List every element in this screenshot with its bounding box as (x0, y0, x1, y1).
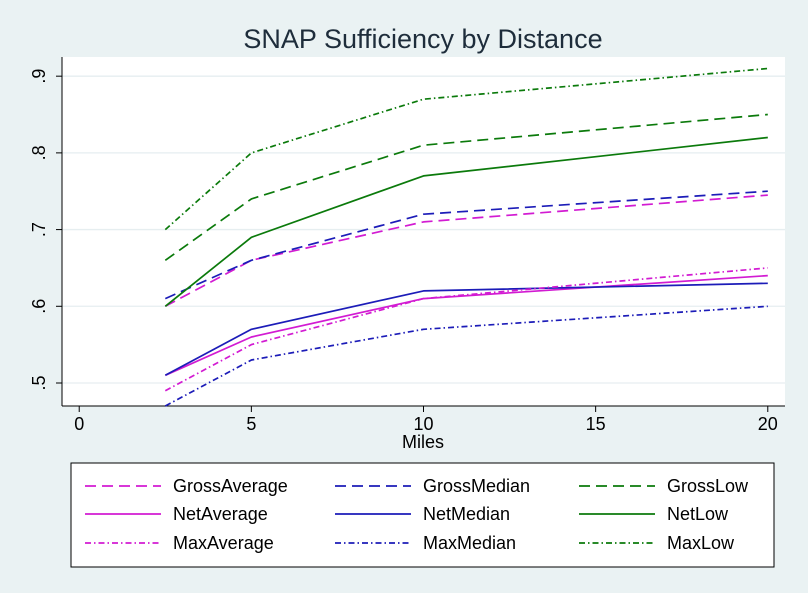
y-tick-label: .6 (29, 299, 49, 314)
legend-label: NetLow (667, 504, 729, 524)
series-line-netmedian (164, 282, 768, 377)
legend-label: NetAverage (173, 504, 268, 524)
legend-box (70, 462, 775, 568)
chart-title: SNAP Sufficiency by Distance (243, 24, 602, 54)
legend: GrossAverage GrossMedian GrossLow NetAverag… (85, 476, 749, 553)
y-tick-label: .8 (29, 145, 49, 160)
series-line-maxlow (164, 67, 768, 231)
series-line-grosslow (164, 113, 768, 261)
grid-lines (62, 75, 785, 384)
series-line-netlow (164, 136, 768, 307)
x-tick-label: 0 (74, 414, 84, 434)
y-tick-label: .7 (29, 222, 49, 237)
legend-label: NetMedian (423, 504, 510, 524)
series-line-maxmedian (164, 305, 768, 407)
plot-area (62, 57, 785, 406)
legend-label: MaxMedian (423, 533, 516, 553)
legend-label: GrossMedian (423, 476, 530, 496)
y-tick-label: .5 (29, 375, 49, 390)
x-tick-label: 15 (586, 414, 606, 434)
series-lines (164, 67, 768, 407)
x-tick-label: 20 (758, 414, 778, 434)
x-axis-label: Miles (402, 432, 444, 452)
series-line-maxaverage (164, 267, 768, 392)
axes: .5 .6 .7 .8 .9 0 5 10 15 20 (29, 57, 785, 434)
x-tick-label: 10 (413, 414, 433, 434)
series-line-grossaverage (164, 194, 768, 308)
series-line-grossmedian (164, 190, 768, 300)
legend-label: GrossLow (667, 476, 749, 496)
x-tick-label: 5 (246, 414, 256, 434)
legend-label: MaxAverage (173, 533, 274, 553)
y-tick-label: .9 (29, 69, 49, 84)
legend-label: GrossAverage (173, 476, 288, 496)
legend-label: MaxLow (667, 533, 735, 553)
